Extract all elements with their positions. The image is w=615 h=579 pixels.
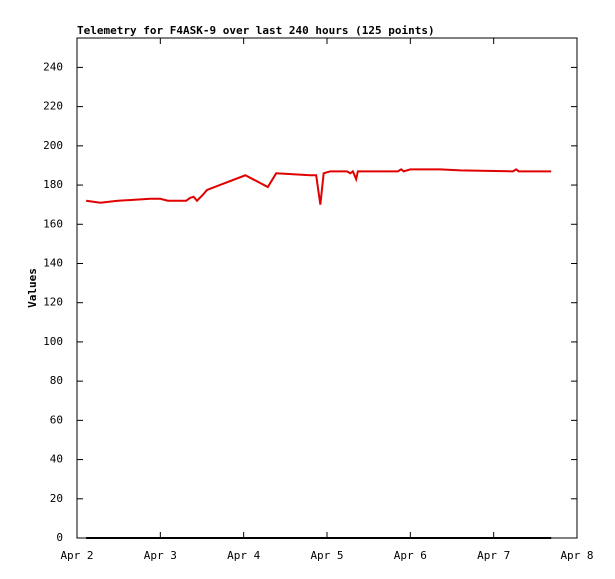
y-tick-label: 220: [43, 100, 63, 113]
x-tick-label: Apr 7: [477, 549, 510, 562]
y-tick-label: 140: [43, 256, 63, 269]
y-axis-label: Values: [26, 268, 39, 308]
y-tick-label: 200: [43, 139, 63, 152]
y-tick-label: 0: [56, 531, 63, 544]
x-tick-label: Apr 2: [60, 549, 93, 562]
y-tick-label: 240: [43, 60, 63, 73]
x-tick-label: Apr 4: [227, 549, 260, 562]
y-tick-label: 20: [50, 492, 63, 505]
x-tick-label: Apr 8: [560, 549, 593, 562]
y-tick-label: 100: [43, 335, 63, 348]
y-tick-label: 80: [50, 374, 63, 387]
x-tick-label: Apr 6: [394, 549, 427, 562]
y-tick-label: 40: [50, 453, 63, 466]
x-tick-label: Apr 5: [310, 549, 343, 562]
plot-frame: [76, 37, 578, 539]
y-tick-label: 60: [50, 413, 63, 426]
y-tick-label: 120: [43, 296, 63, 309]
y-tick-label: 180: [43, 178, 63, 191]
y-tick-label: 160: [43, 217, 63, 230]
chart-title: Telemetry for F4ASK-9 over last 240 hour…: [77, 24, 435, 37]
x-tick-label: Apr 3: [144, 549, 177, 562]
data-line: [86, 168, 552, 205]
